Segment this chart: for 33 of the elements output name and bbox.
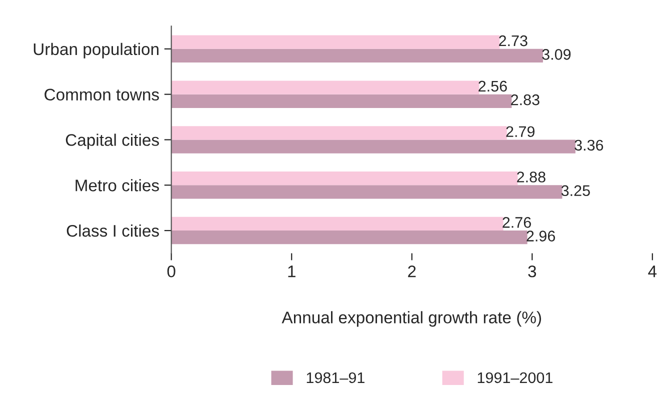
bar (171, 185, 562, 199)
x-tick-label: 0 (167, 266, 176, 278)
bar (171, 126, 507, 140)
bar (171, 140, 576, 154)
data-label: 2.73 (499, 35, 528, 46)
y-tick-label: Class I cities (66, 224, 159, 237)
data-label: 2.96 (526, 230, 556, 242)
data-label: 2.76 (502, 217, 531, 228)
x-tick-label: 1 (288, 266, 296, 278)
legend-label: 1981–91 (306, 372, 364, 384)
legend-label: 1991–2001 (478, 372, 552, 384)
bar (171, 94, 512, 108)
bar (171, 80, 480, 94)
bar (171, 48, 543, 63)
y-tick-label: Urban population (34, 42, 158, 58)
x-tick-label: 4 (648, 266, 657, 278)
data-label: 3.09 (542, 49, 571, 60)
data-label: 3.36 (574, 140, 604, 151)
data-label: 3.25 (561, 185, 590, 196)
y-tick-label: Common towns (44, 88, 159, 101)
bar (171, 172, 518, 186)
data-label: 2.88 (517, 172, 546, 182)
x-axis-title: Annual exponential growth rate (%) (282, 311, 542, 327)
data-label: 2.79 (506, 126, 535, 138)
x-tick-label: 3 (528, 266, 536, 278)
y-tick-label: Metro cities (76, 179, 159, 192)
bar (171, 216, 504, 231)
data-label: 2.56 (478, 80, 507, 92)
x-tick-label: 2 (408, 266, 416, 278)
bar (171, 35, 500, 49)
bar (171, 230, 528, 244)
data-label: 2.83 (511, 94, 540, 106)
y-tick-label: Capital cities (66, 134, 159, 150)
